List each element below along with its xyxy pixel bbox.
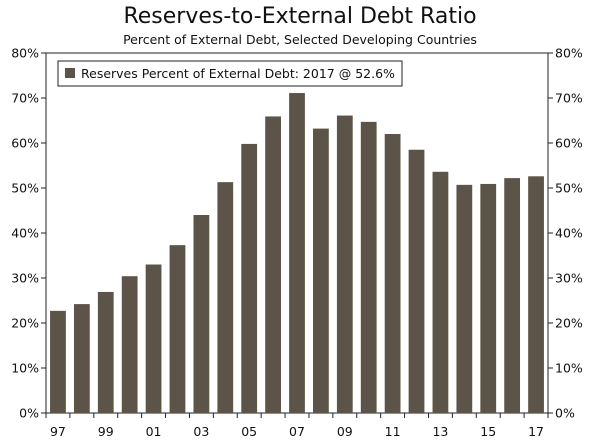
legend-box [57, 60, 403, 87]
bar-08 [313, 128, 329, 413]
y-tick-label-left: 30% [11, 271, 39, 286]
chart-subtitle: Percent of External Debt, Selected Devel… [123, 32, 477, 47]
y-tick-label-left: 70% [11, 91, 39, 106]
bar-97 [50, 310, 66, 413]
bar-05 [241, 143, 258, 413]
bar-01 [145, 264, 162, 413]
x-tick-label-09: 09 [337, 424, 353, 439]
bar-98 [73, 304, 90, 413]
y-tick-label-left: 10% [11, 361, 39, 376]
x-tick-label-99: 99 [98, 424, 114, 439]
y-tick-label-right: 0% [555, 406, 575, 421]
bar-12 [408, 149, 425, 413]
bar-13 [432, 171, 449, 413]
x-tick-label-97: 97 [50, 424, 66, 439]
y-tick-label-left: 20% [11, 316, 39, 331]
bar-17 [528, 176, 544, 413]
bar-00 [121, 276, 138, 413]
y-tick-label-left: 0% [19, 406, 39, 421]
x-tick-label-15: 15 [480, 424, 496, 439]
bar-09 [336, 115, 353, 414]
x-tick-label-11: 11 [385, 424, 401, 439]
y-tick-label-right: 60% [555, 136, 583, 151]
chart-title: Reserves-to-External Debt Ratio [123, 4, 477, 29]
x-tick-label-07: 07 [289, 424, 305, 439]
x-tick-label-05: 05 [241, 424, 257, 439]
y-tick-label-right: 20% [555, 316, 583, 331]
bar-11 [384, 134, 401, 413]
x-tick-label-17: 17 [528, 424, 544, 439]
bar-04 [217, 182, 234, 413]
legend-label: Reserves Percent of External Debt: 2017 … [81, 66, 395, 81]
bar-14 [456, 184, 473, 413]
x-tick-label-13: 13 [432, 424, 448, 439]
y-tick-label-left: 50% [11, 181, 39, 196]
y-tick-label-right: 30% [555, 271, 583, 286]
y-tick-label-right: 40% [555, 226, 583, 241]
bar-07 [289, 93, 305, 414]
bar-03 [193, 215, 210, 413]
legend-swatch [65, 68, 75, 78]
y-tick-label-left: 60% [11, 136, 39, 151]
bar-02 [169, 245, 186, 413]
bar-99 [97, 291, 114, 413]
y-tick-label-right: 10% [555, 361, 583, 376]
y-tick-label-right: 50% [555, 181, 583, 196]
y-tick-label-right: 70% [555, 91, 583, 106]
bar-16 [504, 178, 521, 413]
y-tick-label-right: 80% [555, 46, 583, 61]
y-tick-label-left: 40% [11, 226, 39, 241]
bar-15 [480, 183, 497, 413]
bar-10 [360, 121, 377, 413]
x-tick-label-01: 01 [146, 424, 162, 439]
y-tick-label-left: 80% [11, 46, 39, 61]
bar-06 [265, 116, 281, 413]
x-tick-label-03: 03 [193, 424, 209, 439]
